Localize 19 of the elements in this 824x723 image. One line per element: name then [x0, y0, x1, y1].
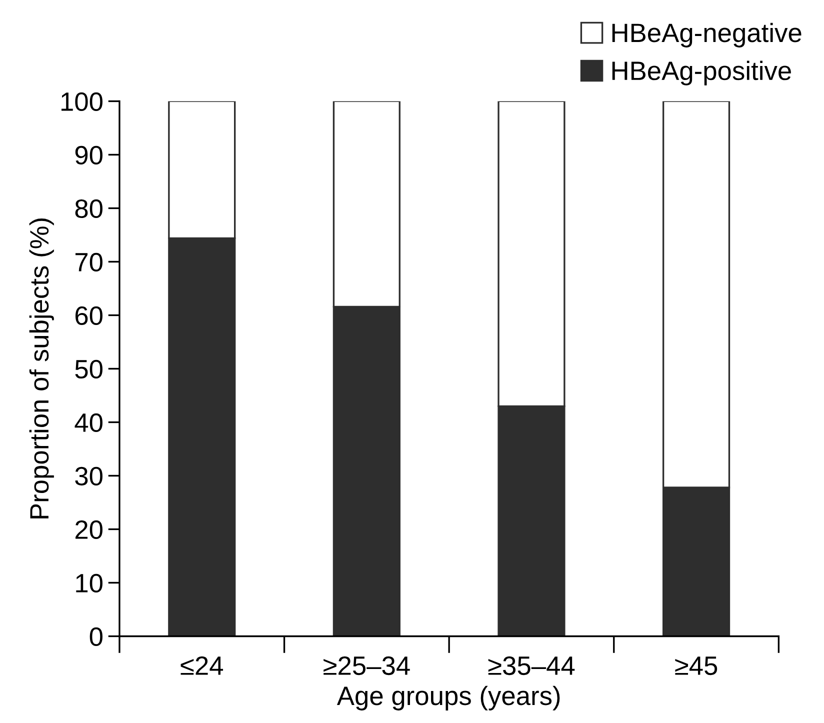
y-tick-label: 90: [75, 146, 102, 165]
y-tick-label: 20: [75, 520, 102, 540]
y-tick-label: 0: [90, 627, 102, 646]
y-tick-label: 50: [75, 360, 102, 379]
y-tick-label: 70: [76, 252, 102, 272]
x-tick-label: ≥45: [675, 656, 718, 676]
x-tick-label: ≥25–34: [324, 656, 410, 676]
legend-label: HBeAg-positive: [612, 60, 791, 86]
y-tick-label: 100: [61, 92, 102, 112]
y-axis-title: Proportion of subjects (%): [29, 218, 54, 518]
y-tick-label: 30: [75, 466, 102, 486]
x-axis-title: Age groups (years): [336, 686, 560, 710]
x-tick-label: ≤24: [180, 656, 224, 675]
legend-label: HBeAg-negative: [612, 22, 802, 48]
y-tick-label: 80: [75, 199, 102, 218]
y-tick-label: 10: [76, 574, 102, 593]
y-tick-label: 60: [76, 306, 102, 326]
y-tick-label: 40: [74, 413, 102, 432]
x-tick-label: ≥35–44: [488, 656, 575, 676]
